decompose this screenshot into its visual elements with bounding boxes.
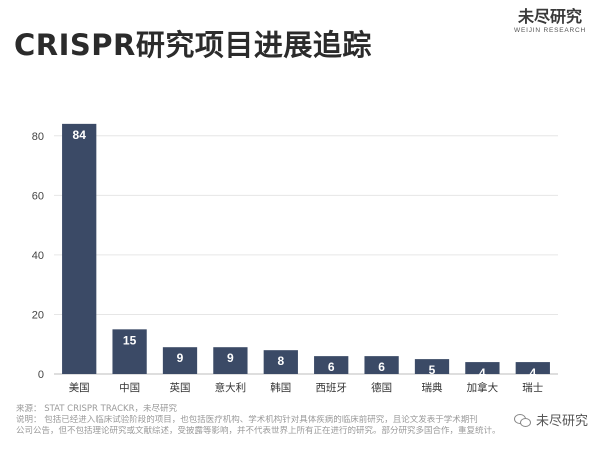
wechat-icon xyxy=(513,413,532,427)
watermark-text: 未尽研究 xyxy=(535,414,588,429)
data-label: 6 xyxy=(378,360,385,374)
x-tick-label: 加拿大 xyxy=(467,381,499,394)
bar xyxy=(112,329,147,374)
data-label: 8 xyxy=(277,354,284,368)
data-label: 5 xyxy=(429,363,436,377)
data-label: 6 xyxy=(328,360,335,374)
bar xyxy=(62,123,97,374)
watermark: 未尽研究 xyxy=(513,410,588,429)
page-title: CRISPR研究项目进展追踪 xyxy=(14,28,372,62)
chart-notes: 来源： STAT CRISPR TRACKR，未尽研究 说明： 包括已经进入临床… xyxy=(16,404,576,437)
x-tick-label: 意大利 xyxy=(215,381,247,394)
x-tick-label: 瑞士 xyxy=(522,381,543,394)
bar xyxy=(162,347,198,374)
x-tick-label: 韩国 xyxy=(270,381,291,394)
bar xyxy=(515,362,550,374)
description-note-line2: 公司公告，但不包括理论研究或文献综述，受披露等影响，并不代表世界上所有正在进行的… xyxy=(16,426,501,436)
x-tick-label: 西班牙 xyxy=(315,382,347,394)
bar xyxy=(263,350,298,374)
data-label: 9 xyxy=(227,351,234,365)
bar xyxy=(364,356,399,374)
y-tick-label: 60 xyxy=(32,190,44,202)
data-label: 84 xyxy=(73,128,87,142)
logo-sub-text: WEIJIN RESEARCH xyxy=(514,27,586,34)
source-note: 来源： STAT CRISPR TRACKR，未尽研究 xyxy=(16,404,177,414)
data-label: 9 xyxy=(177,351,184,365)
brand-logo: 未尽研究 WEIJIN RESEARCH xyxy=(514,8,586,35)
data-label: 4 xyxy=(529,366,536,380)
bar xyxy=(414,359,450,374)
logo-main-text: 未尽研究 xyxy=(518,7,583,26)
data-label: 15 xyxy=(123,333,137,347)
y-tick-label: 20 xyxy=(32,309,44,321)
x-tick-label: 中国 xyxy=(119,381,140,394)
x-tick-label: 英国 xyxy=(170,381,191,394)
x-tick-label: 美国 xyxy=(69,381,90,394)
y-tick-label: 0 xyxy=(38,369,44,381)
y-tick-label: 80 xyxy=(32,131,44,143)
bar xyxy=(465,362,500,374)
bar xyxy=(314,356,349,374)
bar xyxy=(213,347,248,374)
data-label: 4 xyxy=(479,366,486,380)
x-tick-label: 瑞典 xyxy=(422,381,443,394)
y-tick-label: 40 xyxy=(32,250,44,262)
description-note-line1: 说明： 包括已经进入临床试验阶段的项目，也包括医疗机构、学术机构针对具体疾病的临… xyxy=(16,415,478,425)
x-tick-label: 德国 xyxy=(371,381,392,394)
